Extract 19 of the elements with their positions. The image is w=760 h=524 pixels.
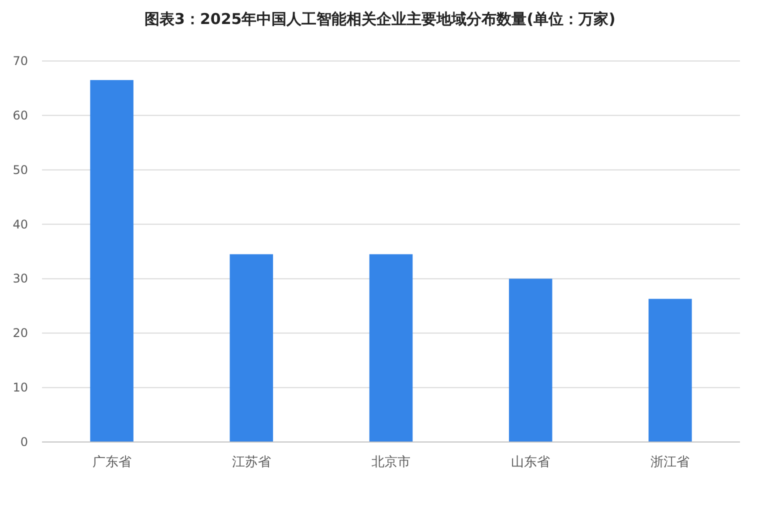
bar <box>90 80 134 442</box>
y-tick-label: 40 <box>12 217 28 232</box>
y-tick-label: 0 <box>20 435 28 449</box>
bar <box>369 254 413 442</box>
y-tick-label: 30 <box>12 272 28 286</box>
x-tick-label: 江苏省 <box>232 455 271 470</box>
x-tick-label: 浙江省 <box>650 455 690 470</box>
y-tick-label: 50 <box>12 162 28 177</box>
x-tick-label: 广东省 <box>92 455 132 470</box>
chart-title: 图表3：2025年中国人工智能相关企业主要地域分布数量(单位：万家) <box>144 10 616 28</box>
bar <box>508 278 552 442</box>
y-tick-label: 70 <box>12 54 28 68</box>
x-tick-label: 北京市 <box>372 455 410 470</box>
y-tick-label: 10 <box>12 380 28 395</box>
y-tick-label: 60 <box>12 108 28 122</box>
bar <box>648 298 692 442</box>
y-tick-label: 20 <box>12 326 28 340</box>
x-tick-label: 山东省 <box>511 455 550 470</box>
bar <box>230 254 274 442</box>
